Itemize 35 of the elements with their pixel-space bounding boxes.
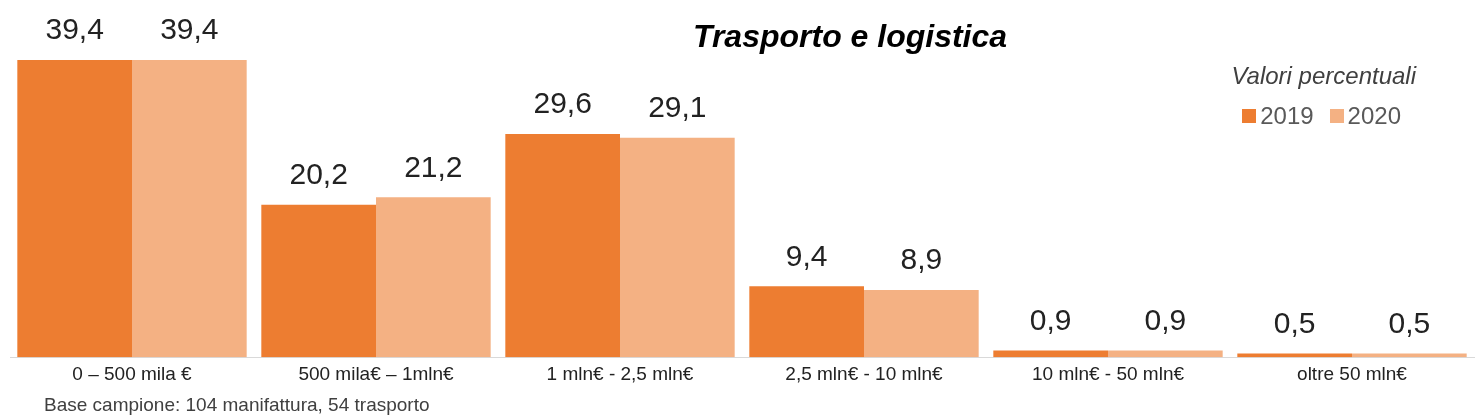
data-label: 39,4: [45, 12, 104, 46]
chart-title: Trasporto e logistica: [691, 18, 1009, 55]
x-tick-label: 500 mila€ – 1mln€: [298, 362, 455, 384]
bar: [376, 197, 491, 358]
legend-label: 2020: [1346, 102, 1401, 130]
bar: [261, 204, 376, 358]
data-label: 0,5: [1273, 305, 1316, 339]
data-label: 21,2: [404, 149, 463, 183]
x-tick-label: oltre 50 mln€: [1297, 362, 1408, 384]
bar: [132, 60, 247, 358]
data-label: 9,4: [785, 238, 828, 272]
text: Base campione: 104 manifattura, 54 trasporto: [44, 394, 430, 416]
data-label: 20,2: [289, 157, 348, 191]
data-label: 8,9: [900, 242, 943, 276]
legend-label: 2019: [1259, 102, 1314, 130]
bar: [620, 137, 735, 358]
bar: [1237, 353, 1352, 358]
data-label: 0,5: [1388, 305, 1431, 339]
x-tick-label: 10 mln€ - 50 mln€: [1031, 362, 1185, 384]
bar: [864, 290, 979, 358]
bar: [17, 60, 132, 358]
bar: [993, 350, 1108, 358]
data-label: 0,9: [1144, 302, 1187, 336]
data-label: 29,6: [533, 86, 592, 120]
chart-subtitle: Valori percentuali: [1231, 62, 1416, 90]
data-label: 39,4: [160, 12, 219, 46]
bar: [505, 133, 620, 358]
bar: [1352, 353, 1467, 358]
x-tick-label: 2,5 mln€ - 10 mln€: [785, 362, 944, 384]
data-label: 0,9: [1029, 302, 1072, 336]
bar: [749, 286, 864, 358]
data-label: 29,1: [648, 89, 707, 123]
x-tick-label: 1 mln€ - 2,5 mln€: [546, 362, 694, 384]
bar: [1108, 350, 1223, 358]
x-tick-label: 0 – 500 mila €: [72, 362, 193, 384]
